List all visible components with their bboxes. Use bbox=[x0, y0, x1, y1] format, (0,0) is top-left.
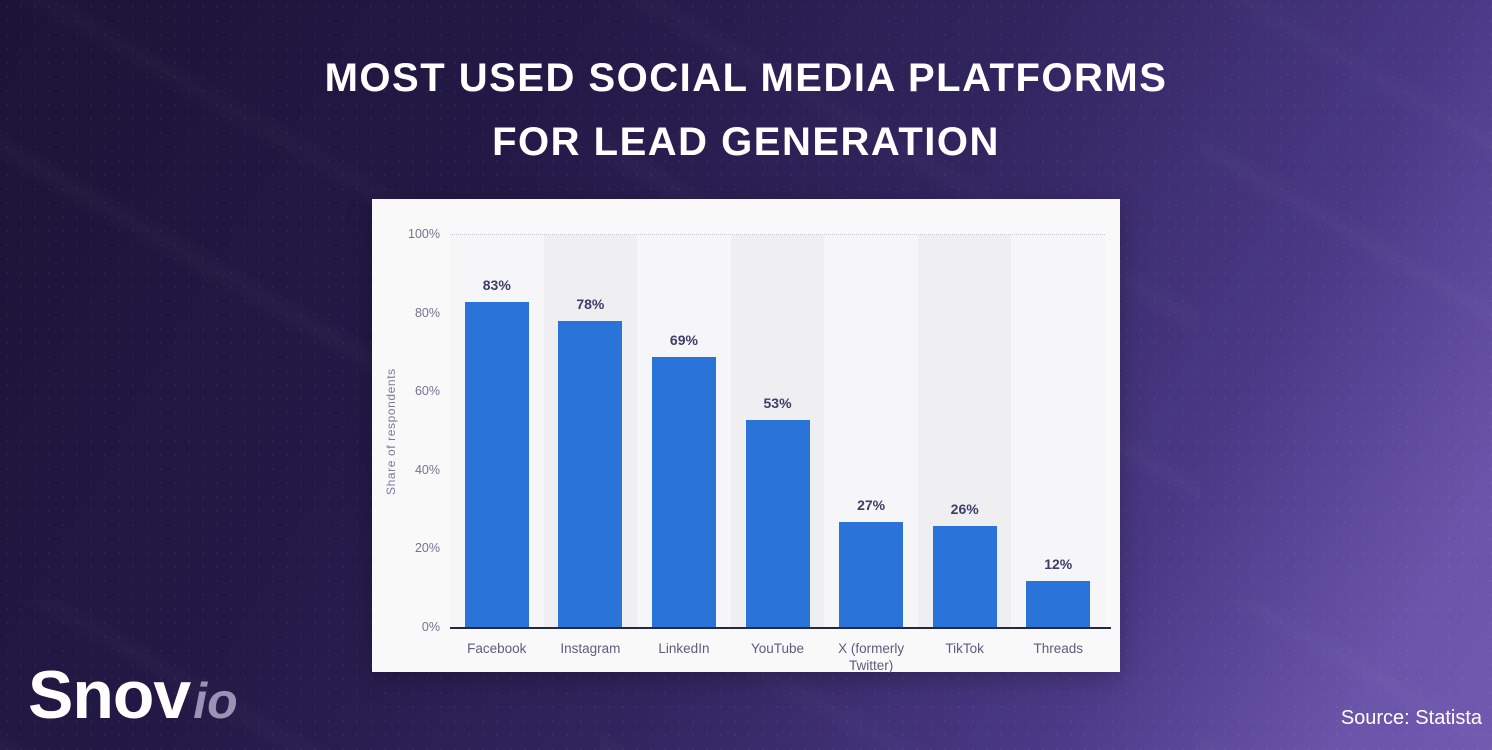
bar-linkedin[interactable] bbox=[651, 356, 716, 628]
value-label-linkedin: 69% bbox=[669, 331, 698, 348]
bar-facebook[interactable] bbox=[464, 301, 529, 628]
bar-x-formerly-twitter[interactable] bbox=[839, 521, 904, 628]
y-tick-label-40: 40% bbox=[414, 462, 440, 477]
value-label-x-formerly-twitter: 27% bbox=[857, 496, 886, 513]
logo-text-main: Snov bbox=[28, 657, 191, 733]
y-tick-label-100: 100% bbox=[408, 227, 440, 241]
y-tick-label-80: 80% bbox=[414, 305, 440, 320]
column-x-formerly-twitter: 27% X (formerly Twitter) bbox=[824, 235, 918, 673]
value-label-facebook: 83% bbox=[482, 276, 511, 293]
y-axis-title: Share of respondents bbox=[384, 368, 398, 495]
category-label-threads: Threads bbox=[1033, 641, 1084, 656]
snovio-logo: Snov io bbox=[28, 656, 238, 734]
category-label-tiktok: TikTok bbox=[945, 641, 984, 656]
column-linkedin: 69% LinkedIn bbox=[637, 235, 731, 656]
bar-instagram[interactable] bbox=[558, 321, 623, 628]
column-youtube: 53% YouTube bbox=[730, 235, 825, 656]
page-title: MOST USED SOCIAL MEDIA PLATFORMS FOR LEA… bbox=[0, 46, 1492, 174]
category-label-facebook: Facebook bbox=[467, 641, 527, 656]
column-instagram: 78% Instagram bbox=[543, 235, 638, 656]
y-tick-label-0: 0% bbox=[421, 620, 440, 634]
value-label-instagram: 78% bbox=[576, 296, 605, 313]
bar-youtube[interactable] bbox=[745, 419, 810, 628]
category-label-youtube: YouTube bbox=[750, 641, 805, 656]
plot-area: 0% 20% 40% 60% 80% 100% 83% Facebook 78% Instagr… bbox=[408, 227, 1111, 673]
page-title-line-1: MOST USED SOCIAL MEDIA PLATFORMS bbox=[324, 56, 1168, 100]
column-tiktok: 26% TikTok bbox=[917, 235, 1012, 656]
value-label-tiktok: 26% bbox=[950, 500, 979, 517]
gridline-100: 100% bbox=[408, 227, 1105, 241]
column-threads: 12% Threads bbox=[1011, 235, 1106, 656]
source-attribution: Source: Statista bbox=[1340, 707, 1482, 729]
column-facebook: 83% Facebook bbox=[450, 235, 544, 656]
bar-tiktok[interactable] bbox=[932, 525, 997, 628]
value-label-youtube: 53% bbox=[763, 394, 792, 411]
chart-panel: Share of respondents 0% 20% 40% 60% 80% 100% … bbox=[372, 199, 1120, 673]
value-label-threads: 12% bbox=[1044, 555, 1073, 572]
bar-columns: 83% Facebook 78% Instagram 69% LinkedIn 53% You… bbox=[450, 235, 1106, 673]
category-label-linkedin: LinkedIn bbox=[658, 641, 710, 656]
category-label-instagram: Instagram bbox=[560, 641, 621, 656]
y-tick-label-60: 60% bbox=[414, 384, 440, 399]
page-title-line-2: FOR LEAD GENERATION bbox=[492, 120, 1000, 164]
y-tick-label-20: 20% bbox=[414, 541, 440, 556]
bar-threads[interactable] bbox=[1026, 580, 1091, 628]
category-label-x-formerly-twitter: X (formerly Twitter) bbox=[838, 641, 905, 673]
logo-text-suffix: io bbox=[193, 673, 238, 729]
x-axis-line bbox=[450, 627, 1111, 629]
